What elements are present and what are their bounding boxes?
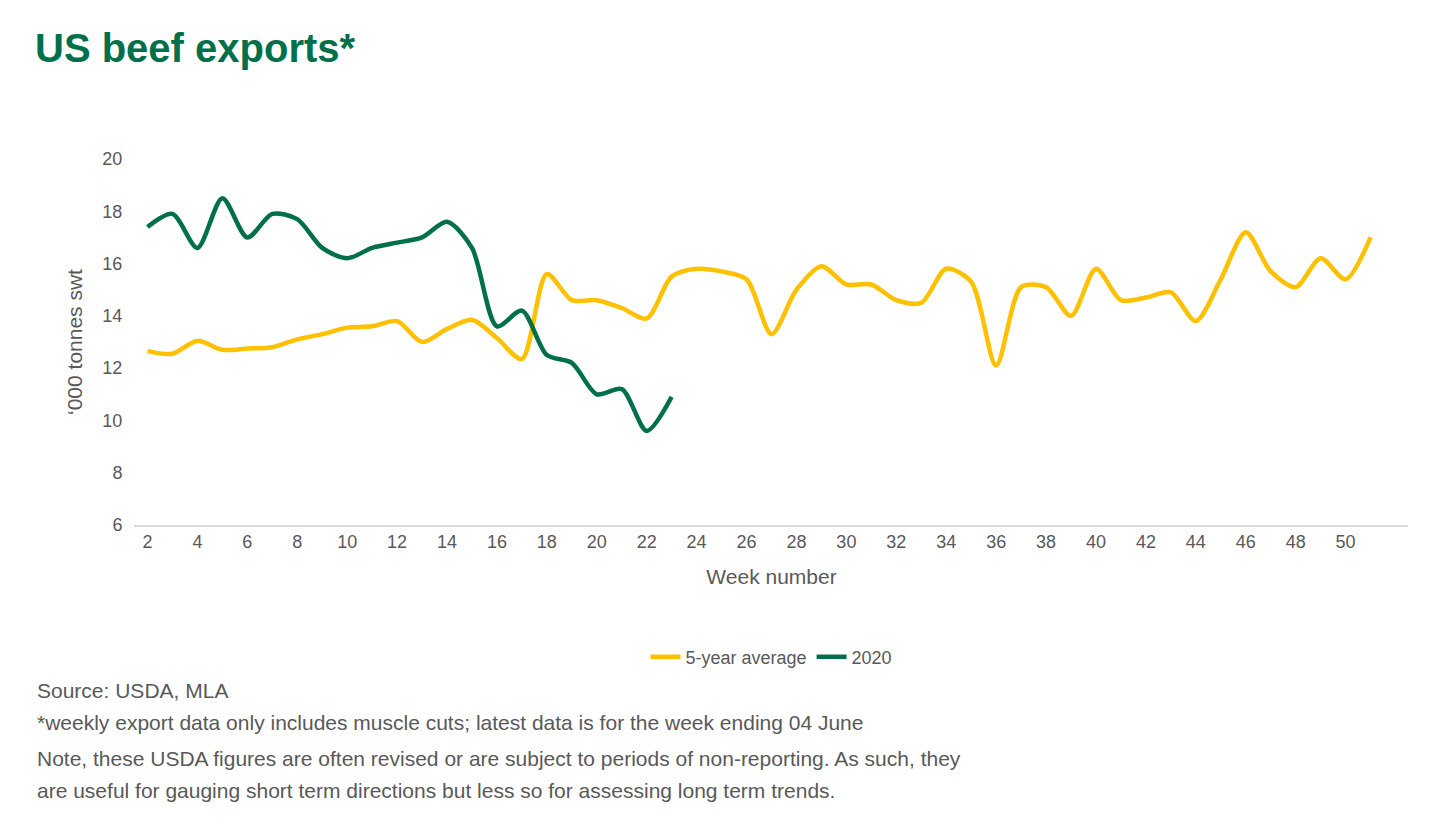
svg-text:Source: USDA, MLA: Source: USDA, MLA — [37, 679, 228, 702]
svg-text:24: 24 — [687, 532, 707, 552]
svg-text:36: 36 — [986, 532, 1006, 552]
svg-text:8: 8 — [112, 463, 122, 483]
svg-text:*weekly export data only inclu: *weekly export data only includes muscle… — [37, 711, 863, 734]
svg-text:46: 46 — [1236, 532, 1256, 552]
svg-text:20: 20 — [587, 532, 607, 552]
svg-text:28: 28 — [786, 532, 806, 552]
svg-text:34: 34 — [936, 532, 956, 552]
svg-text:16: 16 — [487, 532, 507, 552]
svg-text:are useful for gauging short t: are useful for gauging short term direct… — [37, 779, 835, 802]
svg-text:4: 4 — [192, 532, 202, 552]
svg-text:18: 18 — [102, 202, 122, 222]
svg-text:10: 10 — [102, 411, 122, 431]
svg-text:38: 38 — [1036, 532, 1056, 552]
svg-text:44: 44 — [1186, 532, 1206, 552]
svg-text:26: 26 — [737, 532, 757, 552]
svg-text:50: 50 — [1336, 532, 1356, 552]
svg-text:Week number: Week number — [706, 565, 836, 588]
svg-text:18: 18 — [537, 532, 557, 552]
svg-text:6: 6 — [112, 515, 122, 535]
svg-text:US beef exports*: US beef exports* — [35, 26, 356, 70]
svg-text:32: 32 — [886, 532, 906, 552]
svg-text:Note, these USDA figures are o: Note, these USDA figures are often revis… — [37, 747, 961, 770]
svg-text:30: 30 — [836, 532, 856, 552]
svg-text:12: 12 — [387, 532, 407, 552]
svg-text:6: 6 — [242, 532, 252, 552]
svg-text:2020: 2020 — [852, 648, 892, 668]
svg-text:10: 10 — [337, 532, 357, 552]
svg-text:14: 14 — [437, 532, 457, 552]
svg-text:42: 42 — [1136, 532, 1156, 552]
svg-text:40: 40 — [1086, 532, 1106, 552]
svg-text:2: 2 — [142, 532, 152, 552]
svg-text:16: 16 — [102, 254, 122, 274]
svg-text:12: 12 — [102, 358, 122, 378]
svg-text:22: 22 — [637, 532, 657, 552]
svg-text:14: 14 — [102, 306, 122, 326]
svg-text:20: 20 — [102, 149, 122, 169]
svg-text:48: 48 — [1286, 532, 1306, 552]
svg-text:8: 8 — [292, 532, 302, 552]
svg-text:‘000 tonnes swt: ‘000 tonnes swt — [63, 269, 86, 415]
svg-text:5-year average: 5-year average — [686, 648, 807, 668]
